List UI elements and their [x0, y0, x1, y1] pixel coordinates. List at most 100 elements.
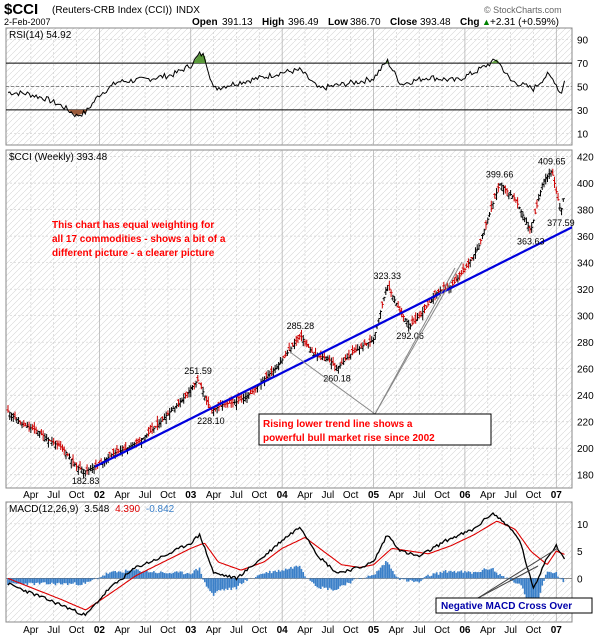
macd-label-name: MACD(12,26,9) [9, 504, 78, 515]
high-label: High [262, 17, 284, 28]
x-tick-label: Apr [480, 625, 496, 636]
y-tick-label: 320 [577, 285, 594, 296]
price-label-text: $CCI (Weekly) 393.48 [9, 152, 108, 163]
x-tick-label: Jul [504, 625, 517, 636]
y-tick-label: 180 [577, 471, 594, 482]
y-tick-label: 260 [577, 365, 594, 376]
y-tick-label: 220 [577, 418, 594, 429]
x-tick-label: 06 [459, 625, 471, 636]
x-tick-label: 03 [185, 490, 197, 501]
x-tick-label: 05 [368, 625, 380, 636]
price-annotation: 292.06 [396, 331, 424, 341]
rsi-label: RSI(14) 54.92 [9, 30, 72, 41]
x-tick-label: Jul [47, 625, 60, 636]
high-value: 396.49 [288, 17, 319, 28]
x-tick-label: Jul [413, 490, 426, 501]
watermark: © StockCharts.com [484, 5, 562, 15]
x-tick-label: Oct [434, 490, 450, 501]
chg-arrow-icon: ▲ [482, 17, 491, 27]
x-tick-label: Apr [389, 490, 405, 501]
macd-label: MACD(12,26,9) 3.548 4.390 -0.842 [9, 504, 175, 515]
x-tick-label: Apr [297, 490, 313, 501]
y-tick-label: 0 [577, 574, 583, 585]
macd-hist-value: -0.842 [146, 504, 175, 515]
y-tick-label: 200 [577, 444, 594, 455]
y-tick-label: 280 [577, 338, 594, 349]
symbol: $CCI [4, 1, 38, 18]
price-annotation: 251.59 [184, 366, 212, 376]
rsi-grid: 90 70 50 30 10 [6, 28, 589, 145]
price-annotation: 399.66 [486, 170, 514, 180]
index-name: (Reuters-CRB Index (CCI)) [52, 5, 172, 16]
callout-line-1: Rising lower trend line shows a [263, 419, 413, 430]
x-tick-label: Oct [434, 625, 450, 636]
x-tick-label: Oct [69, 625, 85, 636]
y-tick-label: 70 [577, 59, 589, 70]
x-tick-label: Jul [413, 625, 426, 636]
note-line-2: all 17 commodities - shows a bit of a [52, 234, 226, 245]
y-tick-label: 380 [577, 206, 594, 217]
x-tick-label: Jul [47, 490, 60, 501]
y-tick-label: 50 [577, 83, 589, 94]
x-tick-label: Jul [321, 625, 334, 636]
macd-signal-line [7, 520, 565, 611]
x-tick-label: 02 [94, 625, 106, 636]
close-value: 393.48 [420, 17, 451, 28]
y-tick-label: 10 [577, 129, 589, 140]
x-tick-label: 06 [459, 490, 471, 501]
price-annotation: 228.10 [197, 416, 225, 426]
exchange: INDX [176, 5, 200, 16]
date: 2-Feb-2007 [4, 17, 51, 27]
open-label: Open [192, 17, 218, 28]
x-tick-label: Oct [343, 625, 359, 636]
rsi-line [7, 50, 565, 118]
price-annotation: 182.83 [72, 476, 100, 486]
y-tick-label: 300 [577, 312, 594, 323]
x-tick-label: Oct [160, 490, 176, 501]
price-annotation: 260.18 [323, 373, 351, 383]
low-value: 386.70 [350, 17, 381, 28]
x-tick-label: Jul [139, 490, 152, 501]
x-tick-label: 05 [368, 490, 380, 501]
price-annotation: 409.65 [538, 156, 566, 166]
trendline [94, 226, 572, 468]
macd-value: 3.548 [84, 504, 109, 515]
x-tick-label: Jul [139, 625, 152, 636]
macd-callout-text: Negative MACD Cross Over [441, 601, 572, 612]
rsi-label-text: RSI(14) 54.92 [9, 30, 72, 41]
x-tick-label: 04 [277, 490, 289, 501]
trendline-pointers [289, 261, 463, 415]
x-tick-label: Oct [160, 625, 176, 636]
macd-line [7, 512, 566, 617]
x-tick-label: Apr [297, 625, 313, 636]
x-tick-label: Apr [206, 490, 222, 501]
x-tick-label: Jul [321, 490, 334, 501]
y-tick-label: 5 [577, 547, 583, 558]
x-tick-label: 07 [551, 625, 563, 636]
chg-value: +2.31 (+0.59%) [490, 17, 559, 28]
y-tick-label: 340 [577, 259, 594, 270]
price-label: $CCI (Weekly) 393.48 [9, 152, 108, 163]
x-tick-label: 07 [551, 490, 563, 501]
price-annotation: 363.63 [517, 236, 545, 246]
x-tick-label: Oct [526, 625, 542, 636]
x-tick-label: Apr [389, 625, 405, 636]
chg-label: Chg [460, 17, 479, 28]
x-tick-label: Apr [114, 490, 130, 501]
y-tick-label: 420 [577, 153, 594, 164]
x-tick-label: Apr [480, 490, 496, 501]
x-tick-label: 02 [94, 490, 106, 501]
y-tick-label: 10 [577, 520, 589, 531]
y-tick-label: 400 [577, 179, 594, 190]
x-tick-label: Jul [230, 490, 243, 501]
x-tick-label: 04 [277, 625, 289, 636]
price-annotations: 182.83 251.59 228.10 285.28 260.18 323.33 292.… [72, 156, 575, 486]
x-tick-label: Jul [230, 625, 243, 636]
note-line-1: This chart has equal weighting for [52, 220, 214, 231]
note-text: This chart has equal weighting for all 1… [52, 220, 226, 259]
note-line-3: different picture - a clearer picture [52, 248, 215, 259]
open-value: 391.13 [222, 17, 253, 28]
x-tick-label: Apr [23, 625, 39, 636]
x-axis-top: Apr Jul Oct 02 Apr Jul Oct 03 Apr Jul Oct 04 Apr Jul O… [23, 490, 562, 501]
price-annotation: 285.28 [287, 321, 315, 331]
